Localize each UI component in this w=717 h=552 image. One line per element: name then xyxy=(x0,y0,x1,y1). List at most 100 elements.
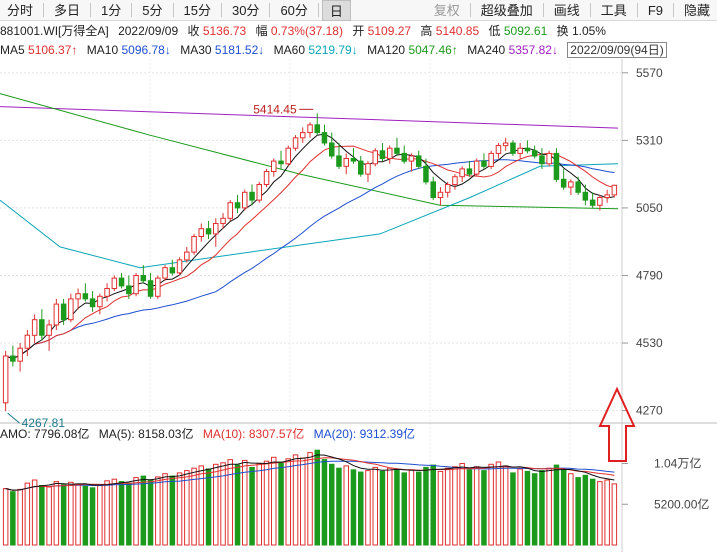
ma30-value: 5181.52↓ xyxy=(214,43,265,57)
low-value: 5092.61 xyxy=(503,24,548,38)
f9-button[interactable]: F9 xyxy=(647,2,663,18)
candle-up xyxy=(111,277,118,290)
amo-ma20-label: MA(20): xyxy=(313,427,357,441)
volume-bar-up xyxy=(31,479,38,546)
candle-up xyxy=(343,158,349,167)
quote-info-bar: 881001.WI[万得全A] 2022/09/09 收 5136.73 幅 0… xyxy=(0,21,717,41)
volume-bar-down xyxy=(401,472,407,546)
hide-button[interactable]: 隐藏 xyxy=(683,2,710,18)
candle-down xyxy=(481,160,487,167)
candle-up xyxy=(365,163,371,175)
candle-down xyxy=(278,160,284,165)
candle-down xyxy=(39,319,45,336)
candle-up xyxy=(24,334,31,349)
super-overlay-button[interactable]: 超级叠加 xyxy=(480,2,533,18)
ma5-value: 5106.37↑ xyxy=(28,43,78,57)
toolbar-divider xyxy=(172,3,174,17)
volume-bar-down xyxy=(466,469,473,546)
close-label: 收 xyxy=(187,24,200,38)
volume-bar-down xyxy=(539,470,545,546)
candle-down xyxy=(234,202,241,209)
security-name: 881001.WI[万得全A] xyxy=(0,24,109,38)
period-tab-1min[interactable]: 1分 xyxy=(101,2,122,18)
candle-up xyxy=(459,168,465,178)
date-range-box[interactable]: 2022/09/09(94日) xyxy=(567,42,667,58)
volume-bar-up xyxy=(213,463,219,546)
candle-up xyxy=(176,259,183,274)
candle-up xyxy=(285,147,291,165)
candle-down xyxy=(358,160,364,175)
volume-bar-down xyxy=(314,449,320,546)
volume-bar-up xyxy=(444,467,451,546)
volume-bar-down xyxy=(350,469,357,546)
volume-bar-up xyxy=(459,463,465,546)
period-tab-15min[interactable]: 15分 xyxy=(183,2,211,18)
toolbar-divider xyxy=(469,3,471,17)
candle-up xyxy=(611,184,618,196)
low-marker-line xyxy=(7,412,20,424)
volume-bar-up xyxy=(437,470,444,546)
volume-bar-up xyxy=(604,479,610,546)
period-tab-5min[interactable]: 5分 xyxy=(142,2,163,18)
period-tab-60min[interactable]: 60分 xyxy=(280,2,308,18)
candle-up xyxy=(162,267,168,279)
candle-down xyxy=(118,277,125,287)
candle-down xyxy=(350,158,357,162)
candle-down xyxy=(553,152,560,180)
candle-up xyxy=(191,236,197,253)
price-tick-label: 5310 xyxy=(636,133,663,147)
volume-bar-up xyxy=(176,472,183,546)
volume-bar-down xyxy=(147,479,154,546)
ma120-line xyxy=(0,93,619,210)
candle-down xyxy=(510,142,516,154)
candle-down xyxy=(379,150,386,160)
volume-bar-up xyxy=(162,473,168,546)
volume-bar-up xyxy=(256,463,262,546)
candle-down xyxy=(336,155,342,167)
amo-label: AMO: xyxy=(0,427,31,441)
candle-up xyxy=(97,295,103,308)
candle-up xyxy=(452,176,458,185)
period-tab-multiday[interactable]: 多日 xyxy=(54,2,81,18)
candle-up xyxy=(184,251,190,261)
candle-down xyxy=(589,199,596,206)
candle-up xyxy=(2,355,9,404)
candle-up xyxy=(372,150,378,165)
adjust-rights-button[interactable]: 复权 xyxy=(433,2,460,18)
candle-up xyxy=(227,202,233,219)
period-tab-30min[interactable]: 30分 xyxy=(231,2,260,18)
candle-down xyxy=(329,142,335,157)
amo-ma5-label: MA(5): xyxy=(98,427,135,441)
volume-bar-up xyxy=(597,481,603,546)
ma10-line xyxy=(5,145,615,360)
volume-bar-down xyxy=(126,482,132,546)
toolbar-divider xyxy=(90,3,92,17)
volume-bar-up xyxy=(387,467,393,546)
period-tab-intraday[interactable]: 分时 xyxy=(7,2,34,18)
toolbar-divider xyxy=(672,3,674,17)
high-marker-label: 5414.45 xyxy=(253,102,297,116)
volume-bar-down xyxy=(481,470,487,546)
candle-up xyxy=(546,152,552,165)
bar-date: 2022/09/09 xyxy=(118,24,179,38)
toolbar-right-group: 复权 超级叠加 画线 工具 F9 隐藏 xyxy=(427,0,717,21)
period-tab-daily[interactable]: 日 xyxy=(321,0,351,21)
candle-up xyxy=(473,160,480,175)
volume-bar-down xyxy=(589,478,596,546)
toolbar-divider xyxy=(43,3,45,17)
volume-bar-down xyxy=(575,477,581,546)
candle-up xyxy=(213,223,219,235)
volume-bar-down xyxy=(553,464,560,546)
kline-chart[interactable]: 5570 5310 5050 4790 4530 4270 5414.45 4267.81 1.… xyxy=(0,59,717,552)
volume-bar-up xyxy=(502,465,509,546)
candle-down xyxy=(582,191,589,201)
tools-button[interactable]: 工具 xyxy=(600,2,627,18)
ma10-value: 5096.78↓ xyxy=(121,43,171,57)
candle-up xyxy=(604,194,610,198)
candle-down xyxy=(575,181,581,193)
draw-line-button[interactable]: 画线 xyxy=(553,2,580,18)
volume-bar-up xyxy=(17,488,23,546)
candle-up xyxy=(256,184,262,201)
price-tick-label: 4790 xyxy=(636,268,663,282)
volume-bar-down xyxy=(249,466,255,546)
